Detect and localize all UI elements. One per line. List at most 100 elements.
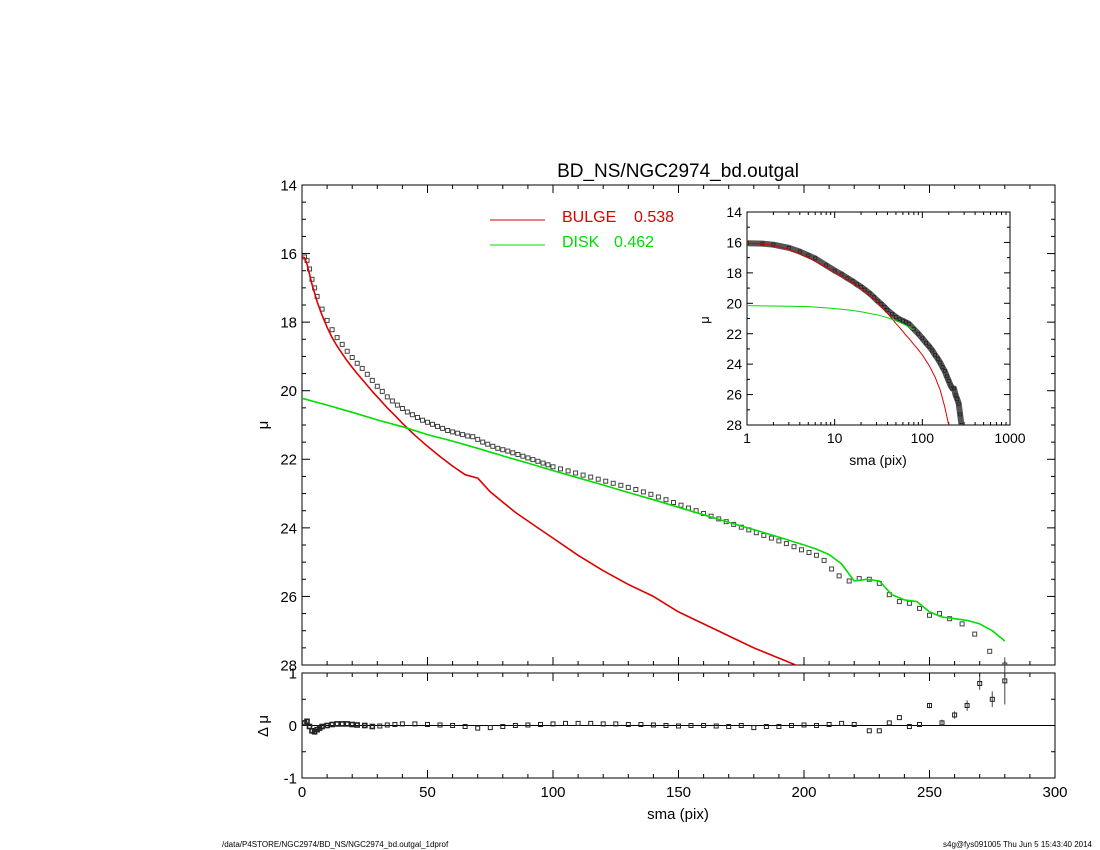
main-y-tick-label: 16 [280, 246, 297, 263]
main-y-tick-label: 24 [280, 520, 297, 537]
residual-x-tick-label: 250 [917, 784, 942, 801]
main-plot-panel: 14 16 18 20 22 24 26 28 [280, 177, 1056, 674]
inset-data-point [920, 336, 925, 341]
data-point [420, 417, 425, 423]
data-point [374, 383, 380, 389]
residual-point [663, 723, 669, 728]
inset-background [699, 204, 1022, 479]
data-point [500, 447, 506, 453]
data-point [440, 425, 446, 431]
data-point [510, 450, 516, 456]
data-point [972, 631, 978, 637]
inset-data-point [944, 374, 949, 379]
data-point [409, 412, 415, 418]
data-point [640, 489, 646, 495]
residual-plot-panel: 0 50 100 150 200 250 300-101 [284, 657, 1068, 801]
data-point [663, 497, 669, 503]
data-point [460, 432, 466, 438]
residual-point [789, 723, 794, 728]
inset-plot-content [747, 240, 965, 425]
data-point [671, 500, 676, 505]
inset-data-point [930, 348, 935, 353]
residual-point [1002, 678, 1008, 684]
data-point [379, 388, 385, 394]
inset-data-point [906, 321, 911, 326]
inset-data-point [959, 423, 964, 425]
data-point [455, 430, 461, 436]
inset-y-tick-label: 20 [726, 295, 742, 311]
residual-y-tick-label: 0 [289, 718, 297, 735]
data-point [480, 439, 486, 445]
inset-data-point [958, 412, 962, 417]
residual-point [344, 721, 351, 727]
residual-y-tick-label: 1 [289, 665, 297, 682]
data-point [435, 423, 440, 429]
chart-title: BD_NS/NGC2974_bd.outgal [557, 161, 799, 182]
inset-data-point [882, 305, 887, 310]
residual-y-tick-label: -1 [284, 770, 297, 787]
main-y-axis-label: μ [255, 421, 272, 430]
inset-data-point [806, 253, 811, 258]
inset-y-tick-label: 18 [726, 265, 742, 281]
data-point [545, 462, 551, 468]
residual-point [304, 718, 310, 725]
inset-data-point [933, 353, 937, 357]
data-point [799, 547, 804, 553]
residual-point [726, 724, 732, 729]
inset-x-tick-label: 1 [743, 430, 751, 446]
inset-data-point [942, 369, 947, 373]
residual-x-tick-label: 150 [666, 784, 691, 801]
data-point [535, 458, 541, 464]
data-point [768, 535, 774, 541]
residual-point [701, 723, 707, 728]
residual-point [329, 721, 335, 728]
inset-data-point [885, 308, 890, 313]
residual-point [906, 724, 912, 729]
footer-user-timestamp: s4g@fys091005 Thu Jun 5 15:43:40 2014 [943, 840, 1092, 849]
residual-point [751, 725, 757, 731]
inset-y-tick-label: 24 [726, 356, 742, 372]
data-point [475, 436, 481, 442]
data-point [655, 494, 661, 500]
inset-data-point [797, 249, 802, 254]
inset-data-point [771, 242, 776, 247]
residual-point [650, 722, 656, 728]
data-point [384, 394, 390, 400]
residual-point [939, 720, 945, 726]
data-point [927, 612, 932, 618]
residual-point [425, 722, 430, 727]
inset-data-point [952, 386, 956, 391]
residual-point [450, 723, 456, 728]
residual-point [625, 722, 631, 727]
data-point [761, 532, 767, 538]
residual-point [399, 721, 405, 727]
residual-point [738, 723, 744, 728]
inset-data-point [956, 401, 961, 406]
main-y-tick-label: 20 [280, 383, 297, 400]
data-point [540, 460, 546, 466]
inset-y-tick-label: 26 [726, 387, 742, 403]
series-line-disk [302, 397, 1006, 642]
inset-data-point [955, 397, 960, 402]
residual-point [814, 723, 819, 728]
data-point [829, 566, 835, 572]
residual-point [588, 720, 594, 726]
inset-x-tick-label: 100 [911, 430, 935, 446]
data-point [558, 466, 563, 472]
data-point [573, 470, 579, 476]
data-point [917, 605, 922, 611]
data-point [806, 550, 812, 555]
inset-data-point [924, 340, 928, 345]
data-point [525, 455, 531, 461]
data-point [836, 573, 842, 579]
residual-point [563, 720, 568, 726]
residual-point [487, 725, 493, 731]
residual-point [412, 721, 418, 727]
data-point [354, 360, 360, 366]
data-point [505, 448, 511, 454]
residual-x-tick-label: 0 [298, 784, 306, 801]
residual-point [917, 722, 922, 727]
data-point [520, 453, 526, 459]
residual-point [324, 722, 330, 729]
main-plot-content [302, 254, 1008, 665]
